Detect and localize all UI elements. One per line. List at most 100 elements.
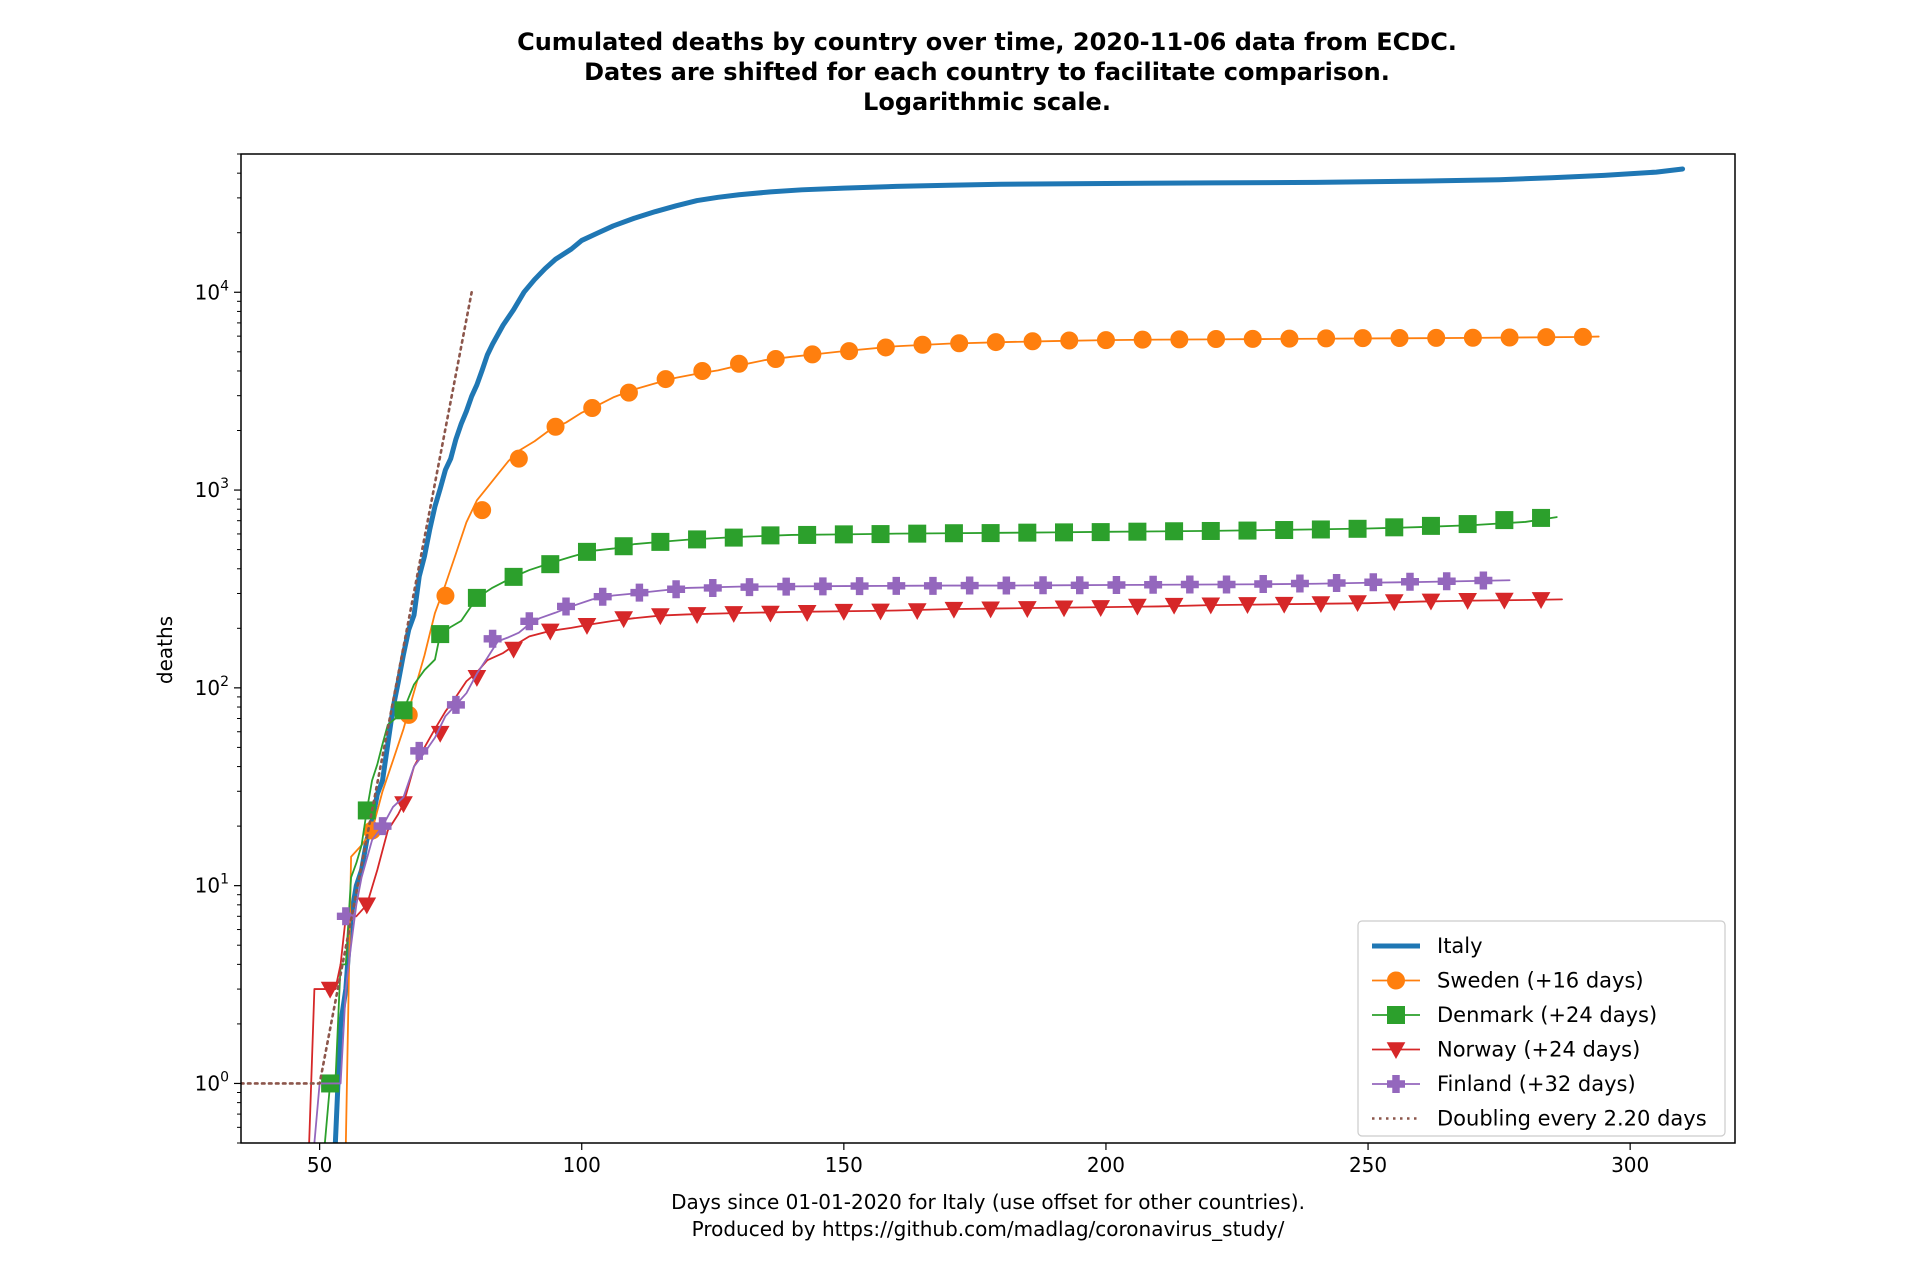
y-tick-exponent: 0 <box>220 1069 229 1085</box>
data-point-sweden <box>1133 330 1152 349</box>
data-point-sweden <box>986 333 1005 352</box>
legend-label-sweden: Sweden (+16 days) <box>1437 969 1644 993</box>
plot-area-frame <box>240 153 1736 1144</box>
data-point-denmark <box>614 537 633 556</box>
data-point-norway <box>394 796 413 814</box>
series-doubling <box>241 290 473 1085</box>
data-point-finland <box>446 695 465 714</box>
series-norway <box>308 592 1563 1143</box>
x-tick-label: 100 <box>563 1153 601 1177</box>
data-point-norway <box>320 981 340 999</box>
x-tick-label: 200 <box>1087 1153 1125 1177</box>
data-point-sweden <box>1170 330 1189 349</box>
legend-label-denmark: Denmark (+24 days) <box>1437 1003 1657 1027</box>
data-point-sweden <box>1023 332 1042 351</box>
series-denmark <box>321 508 1558 1143</box>
data-point-denmark <box>651 532 670 551</box>
data-point-norway <box>1494 592 1514 610</box>
data-point-finland <box>1364 573 1383 592</box>
data-point-sweden <box>583 398 602 417</box>
data-point-sweden <box>876 338 895 357</box>
data-point-denmark <box>1165 522 1184 541</box>
data-point-denmark <box>1238 521 1257 540</box>
data-point-norway <box>614 611 634 629</box>
data-point-sweden <box>1573 327 1592 346</box>
data-point-denmark <box>908 524 927 543</box>
data-point-denmark <box>577 542 596 561</box>
data-point-norway <box>1384 594 1404 612</box>
data-point-finland <box>850 577 869 596</box>
legend-entry-denmark: Denmark (+24 days) <box>1372 1003 1657 1027</box>
data-point-sweden <box>1537 328 1556 347</box>
x-tick-label: 50 <box>307 1153 332 1177</box>
y-axis-label: deaths <box>153 616 177 684</box>
legend: Italy Sweden (+16 days) Denmark (+24 days)… <box>1357 920 1726 1137</box>
y-tick-base: 10 <box>195 1071 220 1095</box>
data-point-finland <box>1437 572 1456 591</box>
data-point-finland <box>410 741 429 760</box>
data-point-norway <box>1164 597 1184 615</box>
data-point-finland <box>1474 571 1493 590</box>
data-point-finland <box>1144 575 1163 594</box>
x-tick-label: 250 <box>1349 1153 1387 1177</box>
x-axis-label-line-1: Days since 01-01-2020 for Italy (use off… <box>671 1190 1305 1214</box>
legend-label-finland: Finland (+32 days) <box>1437 1072 1636 1096</box>
data-point-sweden <box>1243 329 1262 348</box>
data-point-finland <box>1107 576 1126 595</box>
data-point-finland <box>557 597 576 616</box>
data-point-norway <box>1201 597 1221 615</box>
data-point-norway <box>504 641 523 659</box>
data-point-finland <box>923 576 942 595</box>
data-point-sweden <box>803 345 822 364</box>
data-point-norway <box>1311 596 1331 614</box>
data-point-denmark <box>467 588 486 607</box>
data-point-finland <box>1217 575 1236 594</box>
data-point-denmark <box>1128 522 1147 541</box>
data-point-sweden <box>1207 330 1226 349</box>
data-point-finland <box>777 577 796 596</box>
data-point-denmark <box>1421 516 1440 535</box>
data-point-denmark <box>1201 521 1220 540</box>
data-point-finland <box>813 577 832 596</box>
data-point-sweden <box>730 354 748 373</box>
data-point-finland <box>1034 576 1053 595</box>
data-point-denmark <box>1275 521 1294 540</box>
data-point-denmark <box>834 525 853 544</box>
data-point-finland <box>997 576 1016 595</box>
data-point-finland <box>1070 576 1089 595</box>
chart-title: Cumulated deaths by country over time, 2… <box>517 28 1457 116</box>
data-point-denmark <box>981 524 1000 543</box>
data-point-norway <box>724 606 744 623</box>
data-point-sweden <box>766 349 785 368</box>
data-point-denmark <box>761 526 780 545</box>
legend-box <box>1357 920 1726 1137</box>
y-tick-base: 10 <box>195 676 220 700</box>
data-point-sweden <box>546 417 565 436</box>
data-point-denmark <box>871 525 890 544</box>
data-point-norway <box>1017 601 1037 618</box>
data-point-denmark <box>1348 519 1367 538</box>
data-point-sweden <box>656 370 675 389</box>
data-point-denmark <box>1091 523 1110 542</box>
legend-marker-sweden <box>1387 971 1405 990</box>
data-point-norway <box>651 608 670 626</box>
legend-entry-finland: Finland (+32 days) <box>1372 1072 1636 1096</box>
data-point-denmark <box>1311 520 1330 539</box>
data-point-norway <box>540 623 560 641</box>
x-axis-label-line-2: Produced by https://github.com/madlag/co… <box>692 1217 1285 1241</box>
data-point-sweden <box>619 383 638 402</box>
data-point-sweden <box>1096 331 1115 350</box>
data-point-sweden <box>1463 328 1482 347</box>
legend-label-doubling: Doubling every 2.20 days <box>1437 1107 1707 1131</box>
legend-entry-doubling: Doubling every 2.20 days <box>1372 1107 1707 1131</box>
data-point-norway <box>907 603 927 621</box>
data-point-denmark <box>394 701 413 720</box>
data-point-norway <box>1531 592 1551 609</box>
data-point-finland <box>703 578 722 597</box>
data-point-norway <box>1274 596 1294 614</box>
data-point-finland <box>483 629 502 648</box>
data-point-sweden <box>1500 328 1519 347</box>
y-tick-base: 10 <box>195 874 220 898</box>
data-point-denmark <box>431 625 450 644</box>
